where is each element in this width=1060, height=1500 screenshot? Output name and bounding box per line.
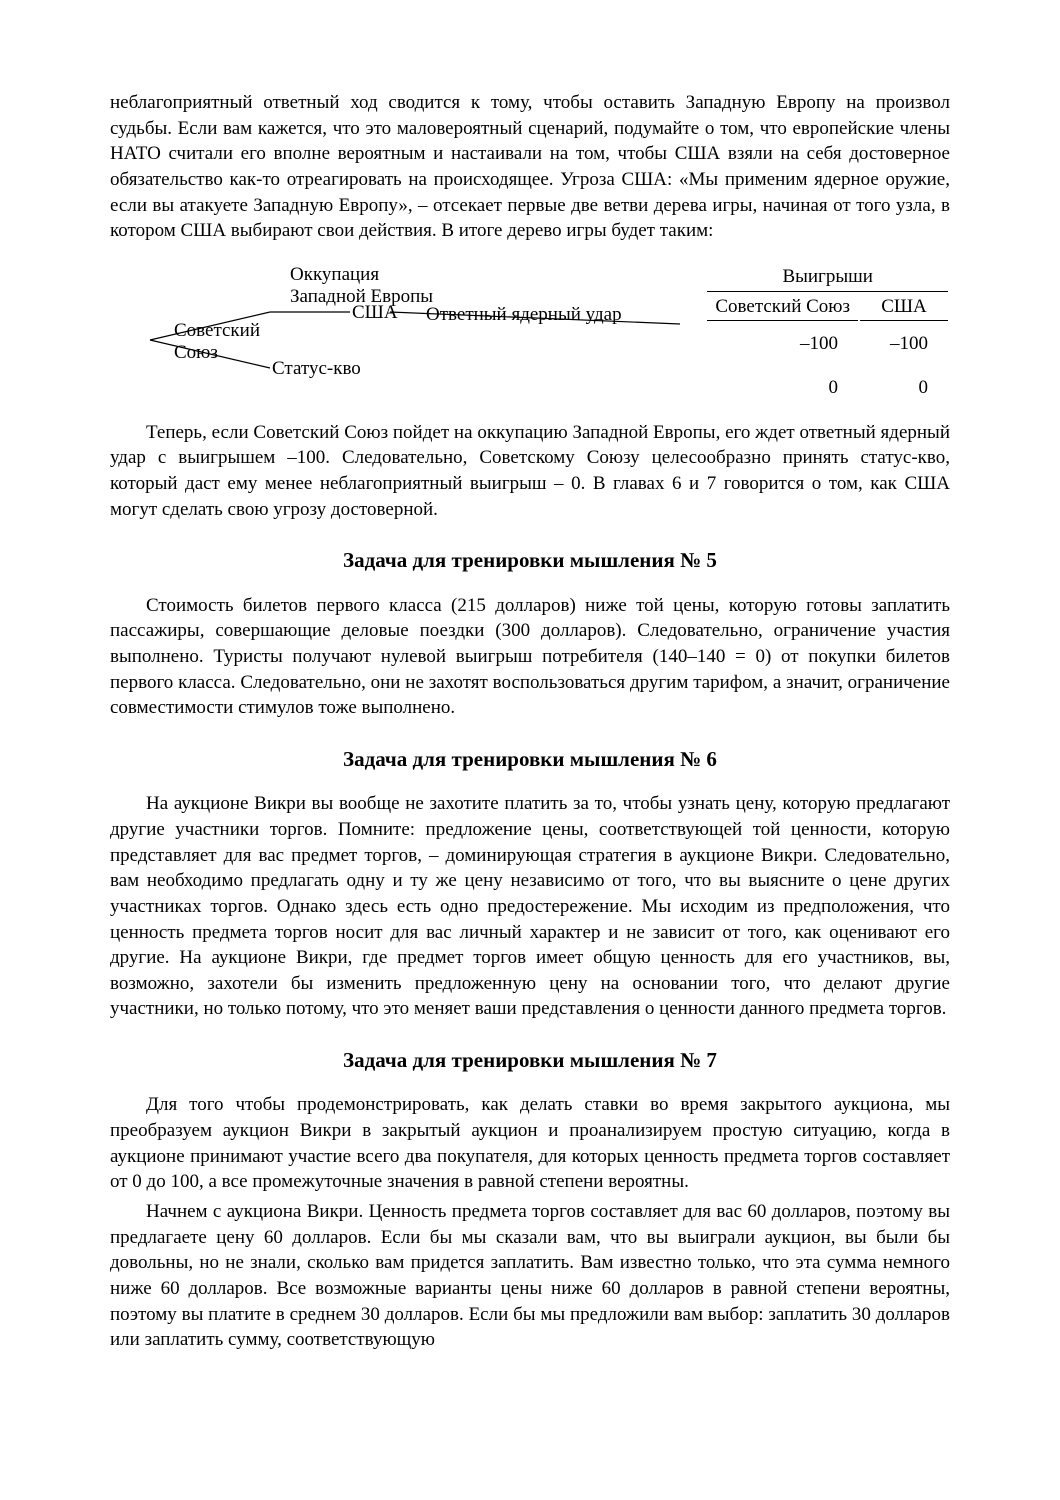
heading-6: Задача для тренировки мышления № 6 [110,745,950,773]
payoff-col-usa: США [860,294,948,321]
usa-node-label: США [352,302,398,323]
paragraph-6: Начнем с аукциона Викри. Ценность предме… [110,1199,950,1353]
status-quo-label: Статус-кво [272,358,361,379]
soviet-label-1: Советский [174,320,260,341]
soviet-label-2: Союз [174,342,218,363]
payoff-table: Выигрыши Советский Союз США –100 –100 0 … [705,262,950,411]
game-tree-diagram: Оккупация Западной Европы США Ответный я… [110,262,950,402]
payoff-col-soviet: Советский Союз [707,294,858,321]
tree-svg: Оккупация Западной Европы США Ответный я… [140,262,680,402]
payoff-r1-c2: –100 [860,323,948,365]
paragraph-1: неблагоприятный ответный ход сводится к … [110,90,950,244]
paragraph-4: На аукционе Викри вы вообще не захотите … [110,791,950,1022]
payoff-header: Выигрыши [707,264,948,293]
payoff-r2-c2: 0 [860,367,948,409]
heading-5: Задача для тренировки мышления № 5 [110,546,950,574]
response-label: Ответный ядерный удар [426,304,622,325]
occupation-label-1: Оккупация [290,264,379,285]
payoff-r2-c1: 0 [707,367,858,409]
paragraph-2: Теперь, если Советский Союз пойдет на ок… [110,420,950,523]
payoff-r1-c1: –100 [707,323,858,365]
paragraph-3: Стоимость билетов первого класса (215 до… [110,593,950,721]
heading-7: Задача для тренировки мышления № 7 [110,1046,950,1074]
paragraph-5: Для того чтобы продемонстрировать, как д… [110,1092,950,1195]
